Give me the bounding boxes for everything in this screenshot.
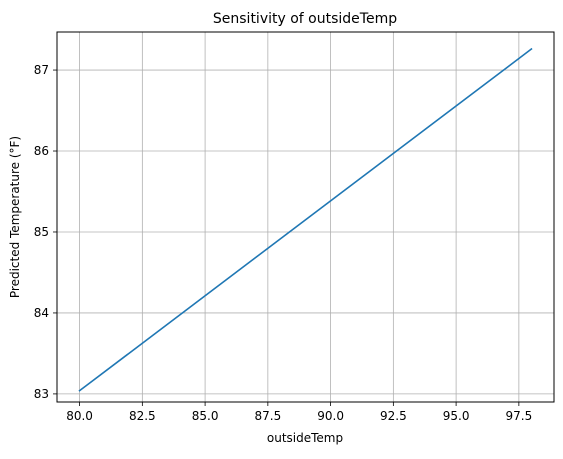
x-tick-label: 82.5 [129,409,156,423]
y-tick-label: 84 [34,306,49,320]
series-layer [80,49,532,391]
y-tick-label: 83 [34,387,49,401]
x-axis-label: outsideTemp [267,431,343,445]
x-tick-label: 92.5 [380,409,407,423]
y-tick-label: 85 [34,225,49,239]
x-tick-label: 90.0 [317,409,344,423]
x-tick-label: 85.0 [192,409,219,423]
y-tick-label: 86 [34,144,49,158]
x-tick-label: 80.0 [66,409,93,423]
series-line [80,49,532,391]
x-tick-label: 97.5 [505,409,532,423]
y-axis-label: Predicted Temperature (°F) [8,136,22,298]
x-tick-label: 95.0 [443,409,470,423]
y-tick-label: 87 [34,63,49,77]
y-axis-ticks: 83 84 85 86 87 [34,63,57,401]
chart-title: Sensitivity of outsideTemp [213,11,397,27]
x-tick-label: 87.5 [254,409,281,423]
x-axis-ticks: 80.0 82.5 85.0 87.5 90.0 92.5 95.0 97.5 [66,402,532,423]
